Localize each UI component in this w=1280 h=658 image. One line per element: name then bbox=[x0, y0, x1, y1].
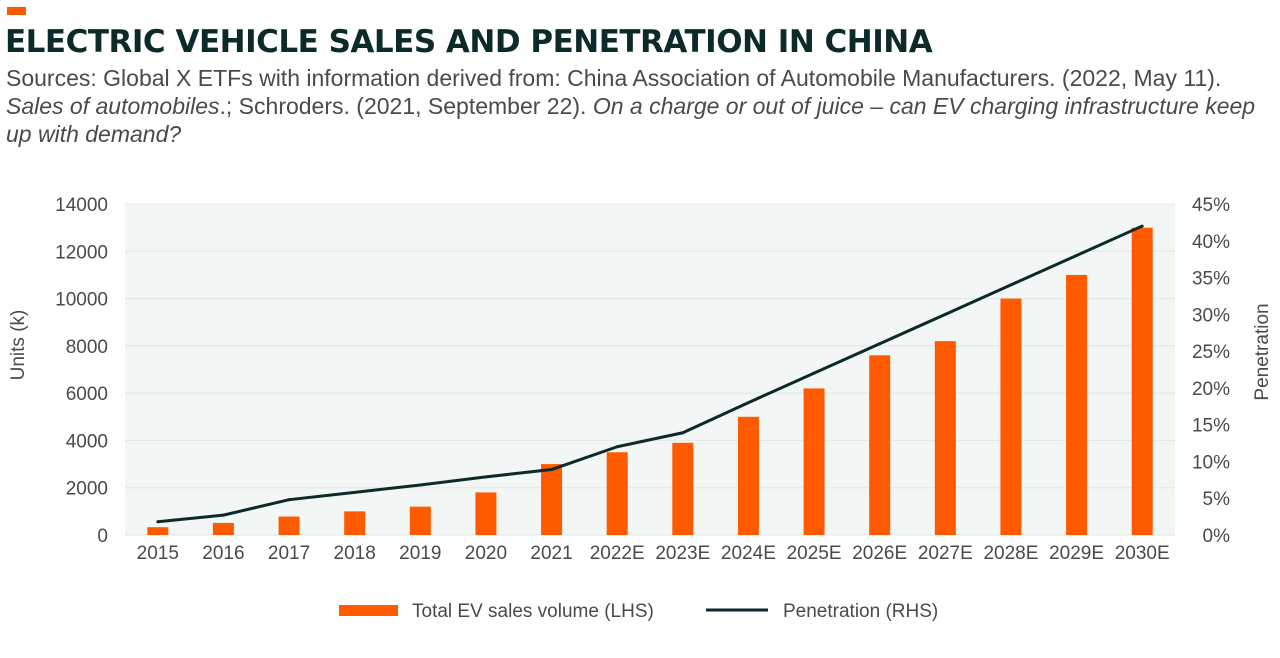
x-tick-label: 2028E bbox=[983, 543, 1038, 564]
y2-tick-label: 15% bbox=[1192, 416, 1230, 437]
x-tick-label: 2017 bbox=[268, 543, 310, 564]
bar bbox=[672, 442, 694, 535]
legend-bar-swatch bbox=[339, 605, 398, 616]
line-point bbox=[812, 371, 816, 375]
left-axis-ticks: 0 2000 4000 6000 8000 10000 12000 14000 bbox=[55, 195, 108, 547]
sources-note: Sources: Global X ETFs with information … bbox=[6, 64, 1276, 148]
y-tick-label: 6000 bbox=[66, 384, 108, 405]
y2-tick-label: 35% bbox=[1192, 269, 1230, 290]
x-tick-label: 2021 bbox=[530, 543, 572, 564]
legend: Total EV sales volume (LHS) Penetration … bbox=[339, 601, 938, 622]
x-tick-label: 2026E bbox=[852, 543, 907, 564]
bar bbox=[1066, 274, 1088, 535]
x-tick-label: 2016 bbox=[202, 543, 244, 564]
line-point bbox=[550, 468, 554, 472]
sources-text-3: .; Schroders. (2021, September 22). bbox=[219, 93, 593, 119]
x-tick-label: 2024E bbox=[721, 543, 776, 564]
line-point bbox=[878, 342, 882, 346]
y-tick-label: 4000 bbox=[66, 431, 108, 452]
line-point bbox=[1140, 224, 1144, 228]
x-tick-label: 2029E bbox=[1049, 543, 1104, 564]
y-tick-label: 2000 bbox=[66, 479, 108, 500]
x-tick-label: 2027E bbox=[918, 543, 973, 564]
y2-tick-label: 20% bbox=[1192, 379, 1230, 400]
y2-tick-label: 0% bbox=[1203, 526, 1231, 547]
gridlines bbox=[125, 203, 1175, 536]
legend-line-label: Penetration (RHS) bbox=[783, 601, 938, 622]
bar bbox=[606, 452, 628, 535]
accent-bar bbox=[7, 7, 26, 15]
bar bbox=[212, 522, 234, 535]
bar bbox=[934, 341, 956, 535]
left-axis-label: Units (k) bbox=[8, 310, 29, 381]
x-tick-label: 2020 bbox=[465, 543, 507, 564]
line-point bbox=[287, 498, 291, 502]
x-tick-label: 2018 bbox=[334, 543, 376, 564]
line-point bbox=[418, 483, 422, 487]
x-tick-label: 2022E bbox=[590, 543, 645, 564]
line-point bbox=[681, 431, 685, 435]
penetration-line bbox=[157, 224, 1143, 524]
x-axis-ticks: 2015 2016 2017 2018 2019 2020 2021 2022E 2023E 20… bbox=[137, 543, 1170, 564]
line-point bbox=[746, 401, 750, 405]
bar bbox=[409, 506, 431, 535]
y-tick-label: 8000 bbox=[66, 337, 108, 358]
x-tick-label: 2030E bbox=[1115, 543, 1170, 564]
sources-text-4: On a charge or out of juice – can EV cha… bbox=[6, 93, 1256, 147]
y2-tick-label: 25% bbox=[1192, 342, 1230, 363]
bar bbox=[1131, 227, 1153, 535]
x-tick-label: 2019 bbox=[399, 543, 441, 564]
bar bbox=[278, 516, 300, 535]
bar bbox=[803, 388, 825, 535]
line-point bbox=[484, 475, 488, 479]
line-point bbox=[353, 490, 357, 494]
bar bbox=[475, 492, 497, 535]
y2-tick-label: 10% bbox=[1192, 452, 1230, 473]
legend-bar-label: Total EV sales volume (LHS) bbox=[412, 601, 654, 622]
bar bbox=[737, 416, 759, 535]
line-point bbox=[221, 513, 225, 517]
bar bbox=[541, 464, 563, 535]
y2-tick-label: 45% bbox=[1192, 195, 1230, 216]
sources-text-1: Sources: Global X ETFs with information … bbox=[6, 65, 1222, 91]
line-series bbox=[156, 224, 1144, 524]
chart-title: ELECTRIC VEHICLE SALES AND PENETRATION I… bbox=[5, 24, 933, 60]
y-tick-label: 12000 bbox=[55, 242, 108, 263]
line-point bbox=[1075, 253, 1079, 257]
right-axis-ticks: 0% 5% 10% 15% 20% 25% 30% 35% 40% 45% bbox=[1192, 195, 1230, 547]
y-tick-label: 0 bbox=[97, 526, 108, 547]
line-point bbox=[156, 520, 160, 524]
bar bbox=[869, 355, 891, 535]
line-point bbox=[1009, 283, 1013, 287]
bar-series bbox=[147, 227, 1153, 535]
x-tick-label: 2015 bbox=[137, 543, 179, 564]
x-tick-label: 2023E bbox=[655, 543, 710, 564]
y2-tick-label: 5% bbox=[1203, 489, 1231, 510]
y-tick-label: 10000 bbox=[55, 290, 108, 311]
line-point bbox=[943, 312, 947, 316]
y2-tick-label: 40% bbox=[1192, 232, 1230, 253]
y-tick-label: 14000 bbox=[55, 195, 108, 216]
bar bbox=[344, 511, 366, 535]
sources-text-2: Sales of automobiles bbox=[6, 93, 220, 119]
right-axis-label: Penetration bbox=[1252, 303, 1273, 400]
x-tick-label: 2025E bbox=[787, 543, 842, 564]
y2-tick-label: 30% bbox=[1192, 305, 1230, 326]
plot-background bbox=[125, 204, 1175, 535]
bar bbox=[1000, 298, 1022, 535]
bar bbox=[147, 527, 169, 535]
line-point bbox=[615, 445, 619, 449]
